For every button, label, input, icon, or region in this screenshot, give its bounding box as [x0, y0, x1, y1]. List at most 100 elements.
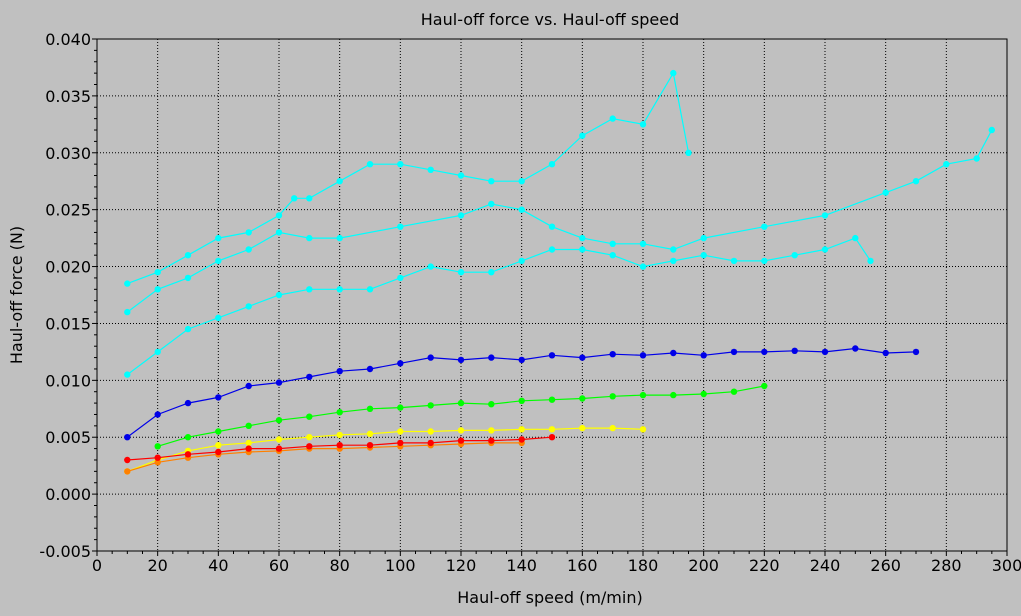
x-tick-label: 60	[269, 556, 289, 575]
plot-area	[96, 38, 1008, 552]
data-point	[397, 439, 404, 447]
data-point	[427, 263, 434, 270]
data-point	[215, 394, 222, 401]
data-point	[639, 426, 647, 433]
data-point	[761, 223, 768, 230]
series-group	[124, 69, 995, 475]
data-point	[548, 223, 556, 230]
data-point	[306, 443, 313, 450]
data-point	[579, 424, 586, 432]
data-point	[579, 246, 586, 253]
data-point	[518, 436, 525, 443]
data-point	[488, 178, 495, 185]
data-point	[184, 325, 192, 333]
data-point	[245, 303, 252, 310]
data-point	[730, 348, 738, 356]
data-point	[154, 269, 161, 276]
data-point	[397, 274, 404, 282]
data-point	[457, 399, 465, 407]
data-point	[609, 240, 616, 247]
data-point	[821, 246, 829, 253]
data-point	[457, 427, 465, 434]
data-point	[124, 434, 131, 441]
data-point	[184, 399, 192, 407]
series-line	[127, 427, 644, 472]
data-point	[275, 229, 283, 236]
data-point	[488, 427, 495, 434]
data-point	[291, 195, 298, 202]
data-point	[306, 373, 313, 381]
data-point	[457, 269, 465, 276]
data-point	[427, 402, 434, 409]
data-point	[609, 393, 616, 400]
data-point	[579, 234, 586, 242]
data-point	[821, 348, 829, 356]
data-point	[912, 178, 920, 185]
data-point	[124, 280, 131, 287]
data-point	[548, 426, 556, 433]
x-tick-label: 120	[446, 556, 477, 575]
x-tick-label: 220	[749, 556, 780, 575]
data-point	[685, 149, 692, 156]
data-point	[336, 442, 343, 449]
data-point	[639, 263, 647, 270]
data-point	[488, 401, 495, 408]
data-point	[518, 178, 525, 185]
data-point	[397, 360, 404, 367]
data-point	[488, 200, 495, 208]
data-point	[700, 352, 707, 359]
data-point	[548, 434, 556, 441]
data-point	[366, 430, 374, 437]
series-line	[126, 237, 871, 376]
data-point	[306, 286, 313, 293]
data-point	[821, 212, 829, 219]
series-3	[124, 345, 920, 441]
data-point	[882, 189, 889, 196]
x-tick-label: 160	[567, 556, 598, 575]
data-point	[518, 206, 525, 213]
grid	[97, 39, 1007, 551]
data-point	[761, 257, 768, 265]
x-tick-label: 140	[506, 556, 537, 575]
y-axis-label: Haul-off force (N)	[7, 226, 26, 364]
data-point	[609, 351, 616, 358]
data-point	[184, 451, 192, 458]
series-4	[154, 382, 768, 450]
data-point	[245, 445, 252, 452]
y-tick-label: 0.040	[45, 30, 91, 49]
data-point	[457, 212, 465, 219]
data-point	[761, 382, 768, 390]
data-point	[397, 161, 404, 168]
series-1	[124, 126, 995, 316]
data-point	[366, 365, 374, 373]
data-point	[457, 172, 465, 179]
x-tick-label: 80	[329, 556, 349, 575]
data-point	[457, 437, 465, 444]
data-point	[366, 286, 374, 293]
y-tick-label: 0.025	[45, 201, 91, 220]
data-point	[124, 308, 131, 316]
data-point	[245, 439, 252, 447]
data-point	[397, 428, 404, 435]
x-tick-label: 260	[870, 556, 901, 575]
data-point	[366, 161, 374, 168]
data-point	[973, 155, 980, 162]
data-point	[184, 274, 192, 282]
data-point	[730, 388, 738, 395]
data-point	[336, 234, 343, 242]
data-point	[124, 456, 131, 464]
data-point	[184, 434, 192, 441]
x-tick-label: 240	[810, 556, 841, 575]
data-point	[154, 348, 161, 356]
data-point	[427, 166, 434, 173]
data-point	[488, 269, 495, 276]
x-tick-label: 40	[208, 556, 228, 575]
data-point	[366, 405, 374, 412]
data-point	[518, 397, 525, 404]
data-point	[124, 371, 131, 378]
x-tick-label: 0	[92, 556, 102, 575]
x-tick-label: 300	[992, 556, 1021, 575]
x-tick-label: 20	[147, 556, 167, 575]
data-point	[548, 246, 556, 253]
data-point	[215, 428, 222, 435]
